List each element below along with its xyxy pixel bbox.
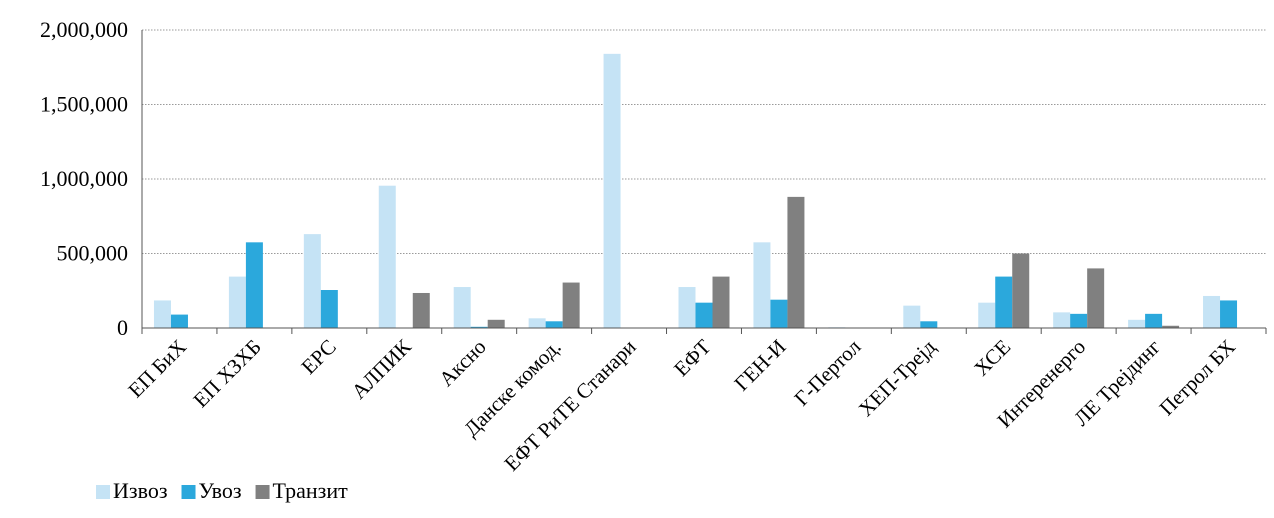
x-category-label: ЕП ХЗХБ bbox=[188, 335, 266, 413]
bar bbox=[920, 321, 938, 328]
bar bbox=[303, 234, 321, 328]
bar bbox=[170, 314, 188, 328]
legend-label: Транзит bbox=[273, 478, 349, 503]
gridlines bbox=[142, 29, 1266, 254]
bar bbox=[753, 242, 771, 328]
bar bbox=[562, 282, 580, 328]
x-category-label: АЛПИК bbox=[347, 334, 417, 404]
legend-swatch bbox=[255, 485, 270, 499]
x-category-label: ЕРС bbox=[296, 335, 340, 379]
bar bbox=[1162, 325, 1180, 328]
legend-swatch bbox=[181, 485, 196, 499]
bar bbox=[470, 326, 488, 328]
bar bbox=[378, 185, 396, 328]
x-category-label: ХСЕ bbox=[969, 335, 1015, 381]
y-tick-label: 1,000,000 bbox=[40, 166, 128, 191]
bar bbox=[1053, 312, 1071, 328]
x-category-label: Аксно bbox=[434, 335, 491, 392]
x-category-label: ЕП БиХ bbox=[123, 335, 191, 403]
bar bbox=[1070, 313, 1088, 328]
bar bbox=[320, 290, 338, 328]
bar bbox=[1203, 295, 1221, 328]
bar bbox=[678, 287, 696, 328]
y-tick-label: 1,500,000 bbox=[40, 92, 128, 117]
bar bbox=[412, 292, 430, 328]
y-axis-tick-labels: 0 500,000 1,000,000 1,500,000 2,000,000 bbox=[40, 17, 128, 340]
x-category-label: ЕФТ bbox=[669, 334, 716, 381]
bar bbox=[978, 302, 996, 328]
y-tick-label: 2,000,000 bbox=[40, 17, 128, 42]
legend: Извоз Увоз Транзит bbox=[96, 478, 348, 503]
bar bbox=[995, 276, 1013, 328]
bar bbox=[1087, 268, 1105, 328]
x-category-label: ГЕН-И bbox=[729, 335, 790, 396]
x-category-label: ХЕП-Трејд bbox=[854, 334, 941, 421]
legend-swatch bbox=[96, 485, 110, 499]
x-category-label: ЕФТ РиТЕ Станари bbox=[499, 335, 640, 476]
bars bbox=[153, 53, 1238, 329]
x-category-label: Петрол БХ bbox=[1154, 335, 1240, 421]
bar bbox=[528, 318, 546, 328]
axes bbox=[141, 30, 1267, 334]
legend-label: Увоз bbox=[199, 478, 242, 503]
bar bbox=[712, 276, 730, 328]
bar bbox=[228, 276, 246, 328]
bar bbox=[770, 299, 788, 328]
bar bbox=[545, 321, 563, 328]
x-category-label: Г-Пертол bbox=[789, 335, 865, 411]
bar bbox=[153, 300, 171, 328]
bar bbox=[1012, 253, 1030, 328]
y-tick-label: 0 bbox=[117, 315, 128, 340]
bar bbox=[487, 319, 505, 328]
bar bbox=[1145, 313, 1163, 328]
bar bbox=[1220, 300, 1238, 328]
y-tick-label: 500,000 bbox=[57, 241, 129, 266]
bar bbox=[1128, 319, 1146, 328]
bar bbox=[787, 196, 805, 328]
bar bbox=[453, 287, 471, 328]
bar bbox=[903, 305, 921, 328]
bar bbox=[695, 302, 713, 328]
legend-label: Извоз bbox=[113, 478, 168, 503]
bar bbox=[603, 53, 621, 329]
bar bbox=[245, 242, 263, 328]
